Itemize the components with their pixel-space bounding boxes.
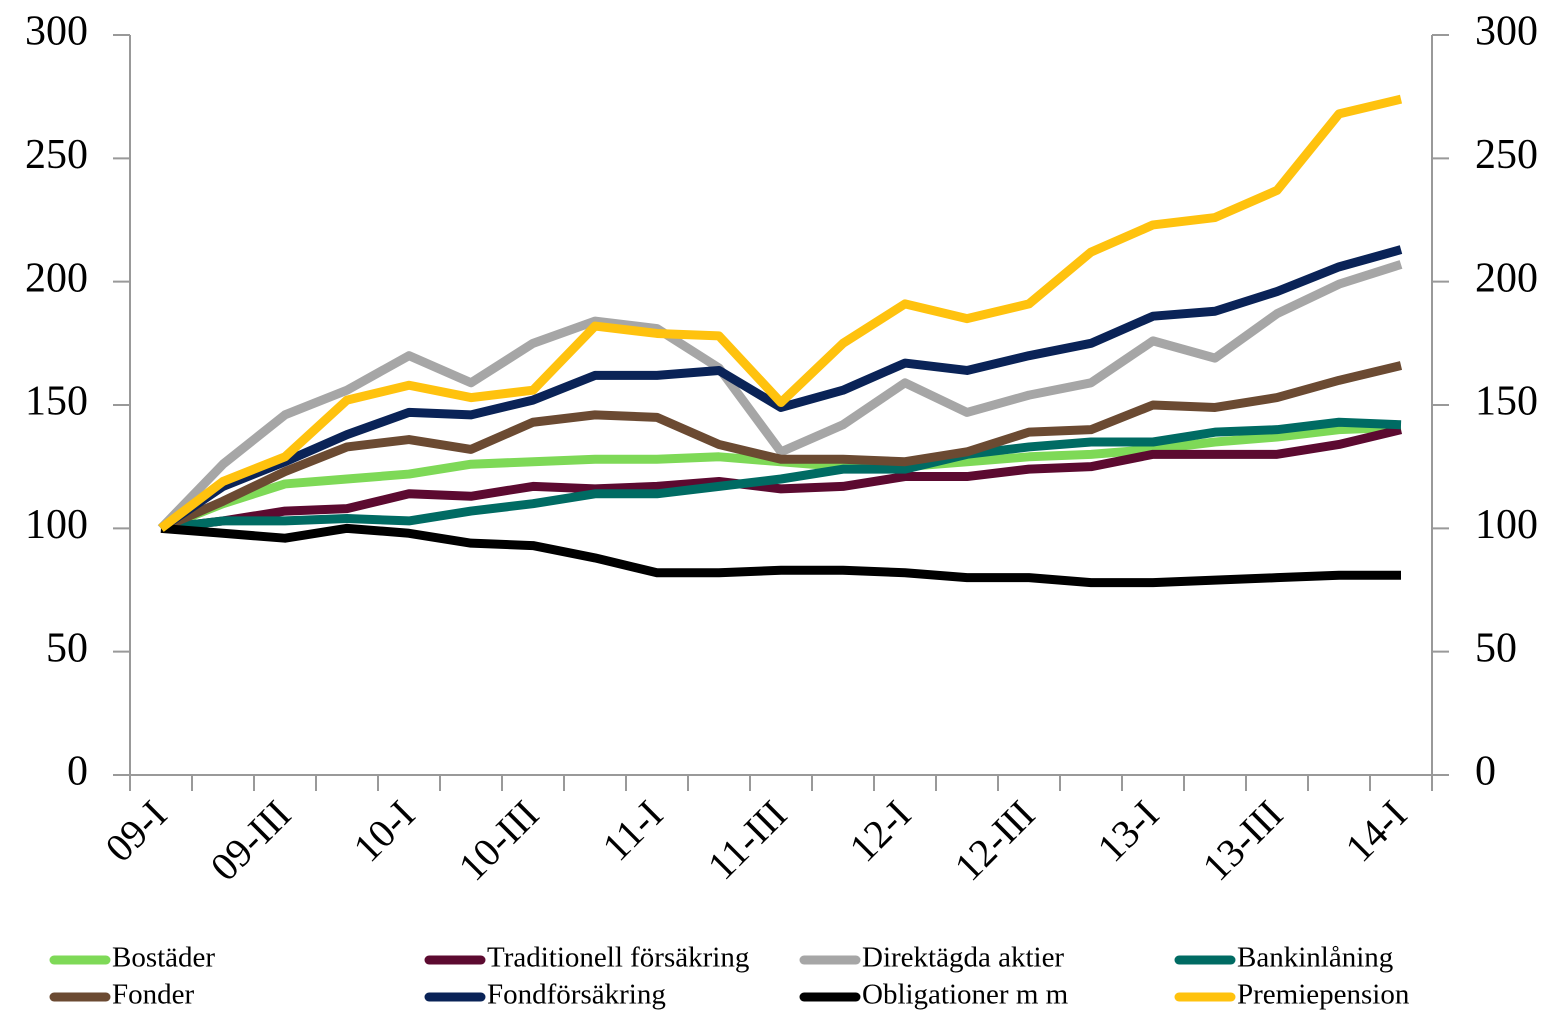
x-tick-label: 11-I — [593, 792, 671, 870]
y2-tick-label: 300 — [1475, 9, 1538, 55]
y2-tick-label: 0 — [1475, 749, 1496, 795]
y2-tick-label: 150 — [1475, 379, 1538, 425]
line-series — [158, 94, 1403, 532]
y2-tick-label: 250 — [1475, 132, 1538, 178]
legend-label: Fonder — [112, 979, 195, 1011]
line-series — [159, 361, 1403, 533]
y-tick-label: 50 — [46, 625, 88, 671]
x-tick-label: 11-III — [699, 792, 796, 889]
x-tick-label: 14-I — [1336, 792, 1415, 871]
x-tick-label: 10-III — [450, 792, 548, 890]
legend-label: Direktägda aktier — [862, 942, 1064, 974]
line-series — [160, 523, 1401, 588]
y2-tick-label: 50 — [1475, 625, 1517, 671]
y-tick-label: 150 — [25, 379, 88, 425]
legend-label: Bostäder — [112, 942, 215, 974]
y-tick-label: 100 — [25, 502, 88, 548]
legend-label: Obligationer m m — [862, 979, 1069, 1011]
y-tick-label: 250 — [25, 132, 88, 178]
x-tick-label: 12-III — [946, 792, 1044, 890]
x-tick-label: 13-I — [1088, 792, 1167, 871]
legend-label: Bankinlåning — [1237, 942, 1393, 974]
x-tick-label: 09-I — [96, 792, 175, 871]
y-tick-label: 300 — [25, 9, 88, 55]
y-tick-label: 0 — [67, 749, 88, 795]
y-tick-label: 200 — [25, 255, 88, 301]
legend-label: Traditionell försäkring — [487, 942, 749, 974]
line-series — [158, 245, 1403, 533]
x-tick-label: 12-I — [840, 792, 919, 871]
x-tick-label: 13-III — [1194, 792, 1292, 890]
y2-tick-label: 200 — [1475, 255, 1538, 301]
line-series — [160, 417, 1402, 533]
line-series — [160, 425, 1403, 533]
x-tick-label: 09-III — [202, 792, 300, 890]
y2-tick-label: 100 — [1475, 502, 1538, 548]
legend-label: Fondförsäkring — [487, 979, 666, 1011]
legend-label: Premiepension — [1237, 979, 1410, 1011]
line-series — [157, 260, 1403, 532]
x-tick-label: 10-I — [344, 792, 423, 871]
